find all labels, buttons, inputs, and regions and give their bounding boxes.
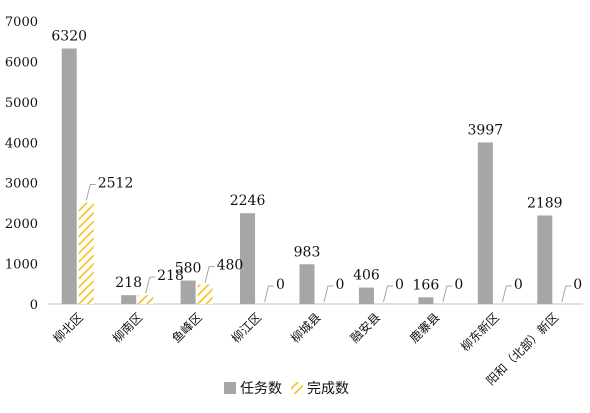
bar-task: [537, 215, 553, 304]
data-label-task: 218: [115, 275, 142, 291]
x-category-label: 柳城县: [288, 310, 323, 345]
x-category-label: 融安县: [347, 310, 383, 346]
data-label-task: 3997: [468, 122, 504, 138]
data-label-completed: 0: [573, 277, 582, 293]
data-label-completed: 480: [217, 258, 244, 274]
leader-line: [85, 183, 96, 201]
bar-task: [61, 48, 77, 305]
bar-task: [477, 142, 493, 304]
data-label-task: 6320: [51, 28, 87, 44]
data-label-task: 2246: [230, 193, 266, 209]
y-tick-label: 0: [30, 298, 38, 313]
y-tick-label: 5000: [5, 96, 38, 111]
leader-line: [323, 285, 334, 303]
leader-line: [501, 285, 512, 303]
data-label-task: 166: [413, 277, 440, 293]
y-axis: 0 1000 2000 3000 4000 5000 6000 7000: [5, 15, 38, 313]
data-label-completed: 0: [514, 277, 523, 293]
data-label-completed: 2512: [98, 175, 134, 191]
bar-task: [240, 213, 256, 304]
bar-completed: [138, 295, 154, 304]
legend-swatch-task: [224, 382, 236, 394]
leader-line: [561, 285, 572, 303]
leader-line: [442, 285, 453, 303]
bar-task: [180, 280, 196, 304]
y-tick-label: 4000: [5, 136, 38, 151]
x-category-label: 柳南区: [109, 310, 145, 346]
data-label-task: 406: [353, 268, 380, 284]
x-category-label: 柳江区: [229, 310, 264, 345]
bar-completed: [78, 202, 94, 304]
legend-label-task: 任务数: [240, 381, 282, 397]
data-label-task: 983: [294, 244, 321, 260]
legend: 任务数 完成数: [224, 381, 349, 397]
x-category-label: 柳北区: [50, 310, 85, 345]
x-category-label: 柳东新区: [457, 310, 502, 355]
leader-line: [204, 266, 215, 283]
legend-label-completed: 完成数: [307, 381, 349, 397]
bar-task: [299, 264, 315, 304]
bar-completed: [197, 284, 213, 304]
x-category-label: 鱼峰区: [169, 310, 204, 345]
bars-group: [61, 48, 553, 305]
y-tick-label: 1000: [5, 258, 38, 273]
data-label-completed: 0: [336, 277, 345, 293]
leader-line: [382, 285, 393, 303]
y-tick-label: 6000: [5, 55, 38, 70]
data-label-completed: 218: [157, 268, 184, 284]
data-label-task: 2189: [527, 196, 563, 212]
y-tick-label: 2000: [5, 217, 38, 232]
data-label-completed: 0: [395, 277, 404, 293]
y-tick-label: 7000: [5, 15, 38, 30]
data-label-completed: 0: [454, 277, 463, 293]
y-tick-label: 3000: [5, 177, 38, 192]
bar-task: [418, 297, 434, 304]
data-label-task: 580: [175, 261, 202, 277]
leader-line: [145, 276, 156, 294]
bar-task: [358, 287, 374, 304]
legend-swatch-completed: [291, 382, 303, 394]
x-category-label: 鹿寨县: [406, 310, 442, 346]
leader-line: [264, 285, 275, 303]
bar-task: [121, 295, 137, 304]
data-label-completed: 0: [276, 277, 285, 293]
